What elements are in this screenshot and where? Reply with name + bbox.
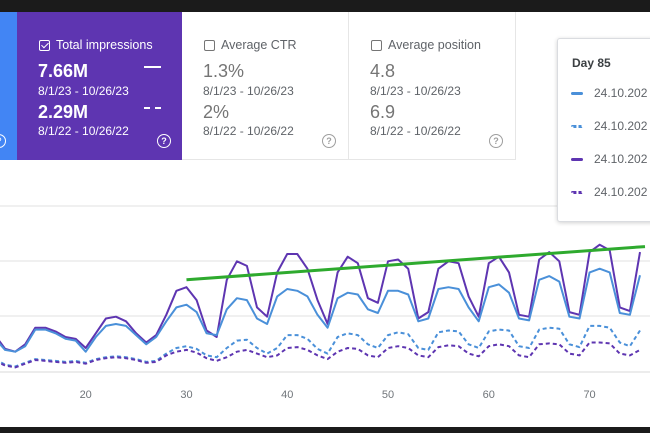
impressions-previous-value: 2.29M	[38, 102, 89, 122]
impressions-current-value: 7.66M	[38, 61, 89, 81]
trend-line	[186, 245, 646, 282]
solid-line-icon	[144, 66, 161, 68]
chart-tooltip: Day 85 24.10.202 24.10.202 24.10.202 24.10.…	[557, 38, 650, 222]
x-tick-label: 20	[80, 389, 92, 401]
position-previous-value: 6.9	[370, 102, 396, 122]
window-top-frame	[0, 0, 650, 12]
tooltip-row: 24.10.202	[571, 185, 647, 199]
help-icon[interactable]: ?	[489, 134, 503, 148]
tooltip-row: 24.10.202	[571, 86, 647, 100]
ctr-previous-value: 2%	[203, 102, 230, 122]
impressions-current-range: 8/1/23 - 10/26/23	[38, 84, 129, 98]
help-icon[interactable]: ?	[157, 134, 171, 148]
dashed-line-icon	[571, 190, 583, 194]
total-clicks-card[interactable]: ?	[0, 12, 17, 160]
tooltip-date: 24.10.202	[594, 119, 648, 133]
ctr-previous-range: 8/1/22 - 10/26/22	[203, 124, 294, 138]
tooltip-row: 24.10.202	[571, 152, 647, 166]
tooltip-date: 24.10.202	[594, 185, 648, 199]
window-bottom-frame	[0, 427, 650, 433]
performance-chart[interactable]: 20 30 40 50 60 70	[0, 160, 650, 427]
impressions-previous-range: 8/1/22 - 10/26/22	[38, 124, 129, 138]
dashed-line-icon	[144, 107, 161, 109]
ctr-current-value: 1.3%	[203, 61, 245, 81]
ctr-checkbox[interactable]	[204, 39, 215, 51]
dashed-line-icon	[571, 124, 583, 128]
x-tick-label: 40	[281, 389, 293, 401]
position-previous-range: 8/1/22 - 10/26/22	[370, 124, 461, 138]
average-position-card[interactable]: Average position 4.8 8/1/23 - 10/26/23 6…	[349, 12, 516, 160]
tooltip-row: 24.10.202	[571, 119, 647, 133]
series-line-dashed[interactable]	[0, 341, 641, 369]
x-tick-label: 70	[583, 389, 595, 401]
x-tick-label: 50	[382, 389, 394, 401]
metric-title: Average position	[388, 38, 481, 52]
x-tick-label: 60	[483, 389, 495, 401]
tooltip-title: Day 85	[572, 56, 611, 70]
metric-title: Total impressions	[56, 38, 153, 52]
solid-line-icon	[571, 157, 583, 161]
position-current-range: 8/1/23 - 10/26/23	[370, 84, 461, 98]
total-impressions-card[interactable]: Total impressions 7.66M 8/1/23 - 10/26/2…	[17, 12, 182, 160]
series-line[interactable]	[0, 267, 641, 353]
solid-line-icon	[571, 91, 583, 95]
average-ctr-card[interactable]: Average CTR 1.3% 8/1/23 - 10/26/23 2% 8/…	[182, 12, 349, 160]
series-line[interactable]	[0, 243, 641, 353]
help-icon[interactable]: ?	[0, 134, 6, 148]
ctr-current-range: 8/1/23 - 10/26/23	[203, 84, 294, 98]
series-line-dashed[interactable]	[0, 324, 641, 368]
position-checkbox[interactable]	[371, 39, 382, 51]
impressions-checkbox[interactable]	[39, 39, 50, 51]
metric-title: Average CTR	[221, 38, 297, 52]
help-icon[interactable]: ?	[322, 134, 336, 148]
position-current-value: 4.8	[370, 61, 396, 81]
x-tick-label: 30	[180, 389, 192, 401]
tooltip-date: 24.10.202	[594, 152, 648, 166]
tooltip-date: 24.10.202	[594, 86, 648, 100]
